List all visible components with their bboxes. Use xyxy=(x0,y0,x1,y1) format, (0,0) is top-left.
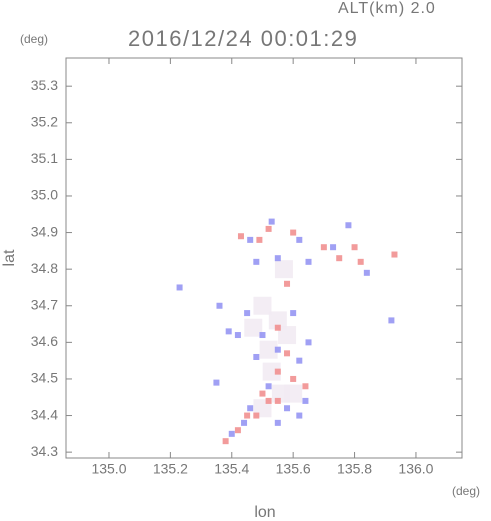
x-tick-label: 135.8 xyxy=(337,461,372,477)
data-point xyxy=(305,339,312,346)
data-point xyxy=(302,397,309,404)
data-point xyxy=(262,362,281,381)
data-point xyxy=(274,255,281,262)
data-point xyxy=(259,340,278,359)
data-point xyxy=(284,405,291,412)
data-point xyxy=(320,244,327,251)
y-tick-label: 34.8 xyxy=(31,260,58,276)
data-point xyxy=(244,412,251,419)
data-point xyxy=(259,332,266,339)
x-tick-label: 135.2 xyxy=(153,461,188,477)
data-point xyxy=(225,328,232,335)
data-point xyxy=(290,310,297,317)
data-point xyxy=(234,427,241,434)
data-point xyxy=(290,375,297,382)
subtitle: ALT(km) 2.0 xyxy=(338,0,436,17)
data-point xyxy=(330,244,337,251)
x-axis-label: lon xyxy=(254,504,275,521)
y-tick-label: 34.9 xyxy=(31,223,58,239)
x-unit: (deg) xyxy=(452,484,480,498)
data-point xyxy=(388,317,395,324)
data-point xyxy=(222,438,229,445)
data-point xyxy=(241,419,248,426)
data-point xyxy=(290,229,297,236)
y-tick-label: 35.0 xyxy=(31,187,58,203)
data-point xyxy=(259,390,266,397)
data-point xyxy=(284,350,291,357)
data-point xyxy=(274,346,281,353)
chart-title: 2016/12/24 00:01:29 xyxy=(128,26,358,51)
data-point xyxy=(357,258,364,265)
data-point xyxy=(265,225,272,232)
y-unit: (deg) xyxy=(20,32,48,46)
data-point xyxy=(237,233,244,240)
data-point xyxy=(284,384,303,403)
data-point xyxy=(244,318,263,337)
data-point xyxy=(274,260,293,279)
data-point xyxy=(284,280,291,287)
y-tick-label: 34.3 xyxy=(31,443,58,459)
x-tick-label: 135.6 xyxy=(276,461,311,477)
data-point xyxy=(234,332,241,339)
data-point xyxy=(265,397,272,404)
data-point xyxy=(274,397,281,404)
data-point xyxy=(274,368,281,375)
data-point xyxy=(253,258,260,265)
data-point xyxy=(176,284,183,291)
y-axis-label: lat xyxy=(1,249,18,266)
data-point xyxy=(265,383,272,390)
plot-frame xyxy=(65,57,463,459)
y-tick-label: 35.1 xyxy=(31,150,58,166)
data-point xyxy=(244,310,251,317)
data-point xyxy=(391,251,398,258)
data-point xyxy=(336,255,343,262)
data-point xyxy=(296,357,303,364)
data-point xyxy=(274,419,281,426)
x-tick-label: 136.0 xyxy=(398,461,433,477)
y-tick-label: 34.7 xyxy=(31,296,58,312)
y-tick-label: 35.3 xyxy=(31,77,58,93)
data-point xyxy=(305,258,312,265)
data-point xyxy=(216,302,223,309)
data-point xyxy=(253,296,272,315)
data-point xyxy=(274,324,281,331)
data-point xyxy=(247,236,254,243)
data-point xyxy=(345,222,352,229)
data-point xyxy=(268,311,287,330)
data-point xyxy=(296,236,303,243)
y-tick-label: 35.2 xyxy=(31,113,58,129)
data-point xyxy=(351,244,358,251)
data-point xyxy=(256,236,263,243)
data-point xyxy=(228,430,235,437)
data-point xyxy=(278,326,297,345)
data-point xyxy=(213,379,220,386)
data-point xyxy=(296,412,303,419)
x-tick-label: 135.4 xyxy=(214,461,249,477)
data-point xyxy=(302,383,309,390)
data-point xyxy=(253,412,260,419)
data-point xyxy=(253,353,260,360)
data-point xyxy=(363,269,370,276)
y-tick-label: 34.4 xyxy=(31,406,58,422)
data-point xyxy=(247,405,254,412)
y-tick-label: 34.6 xyxy=(31,333,58,349)
data-point xyxy=(268,218,275,225)
y-tick-label: 34.5 xyxy=(31,370,58,386)
x-tick-label: 135.0 xyxy=(91,461,126,477)
